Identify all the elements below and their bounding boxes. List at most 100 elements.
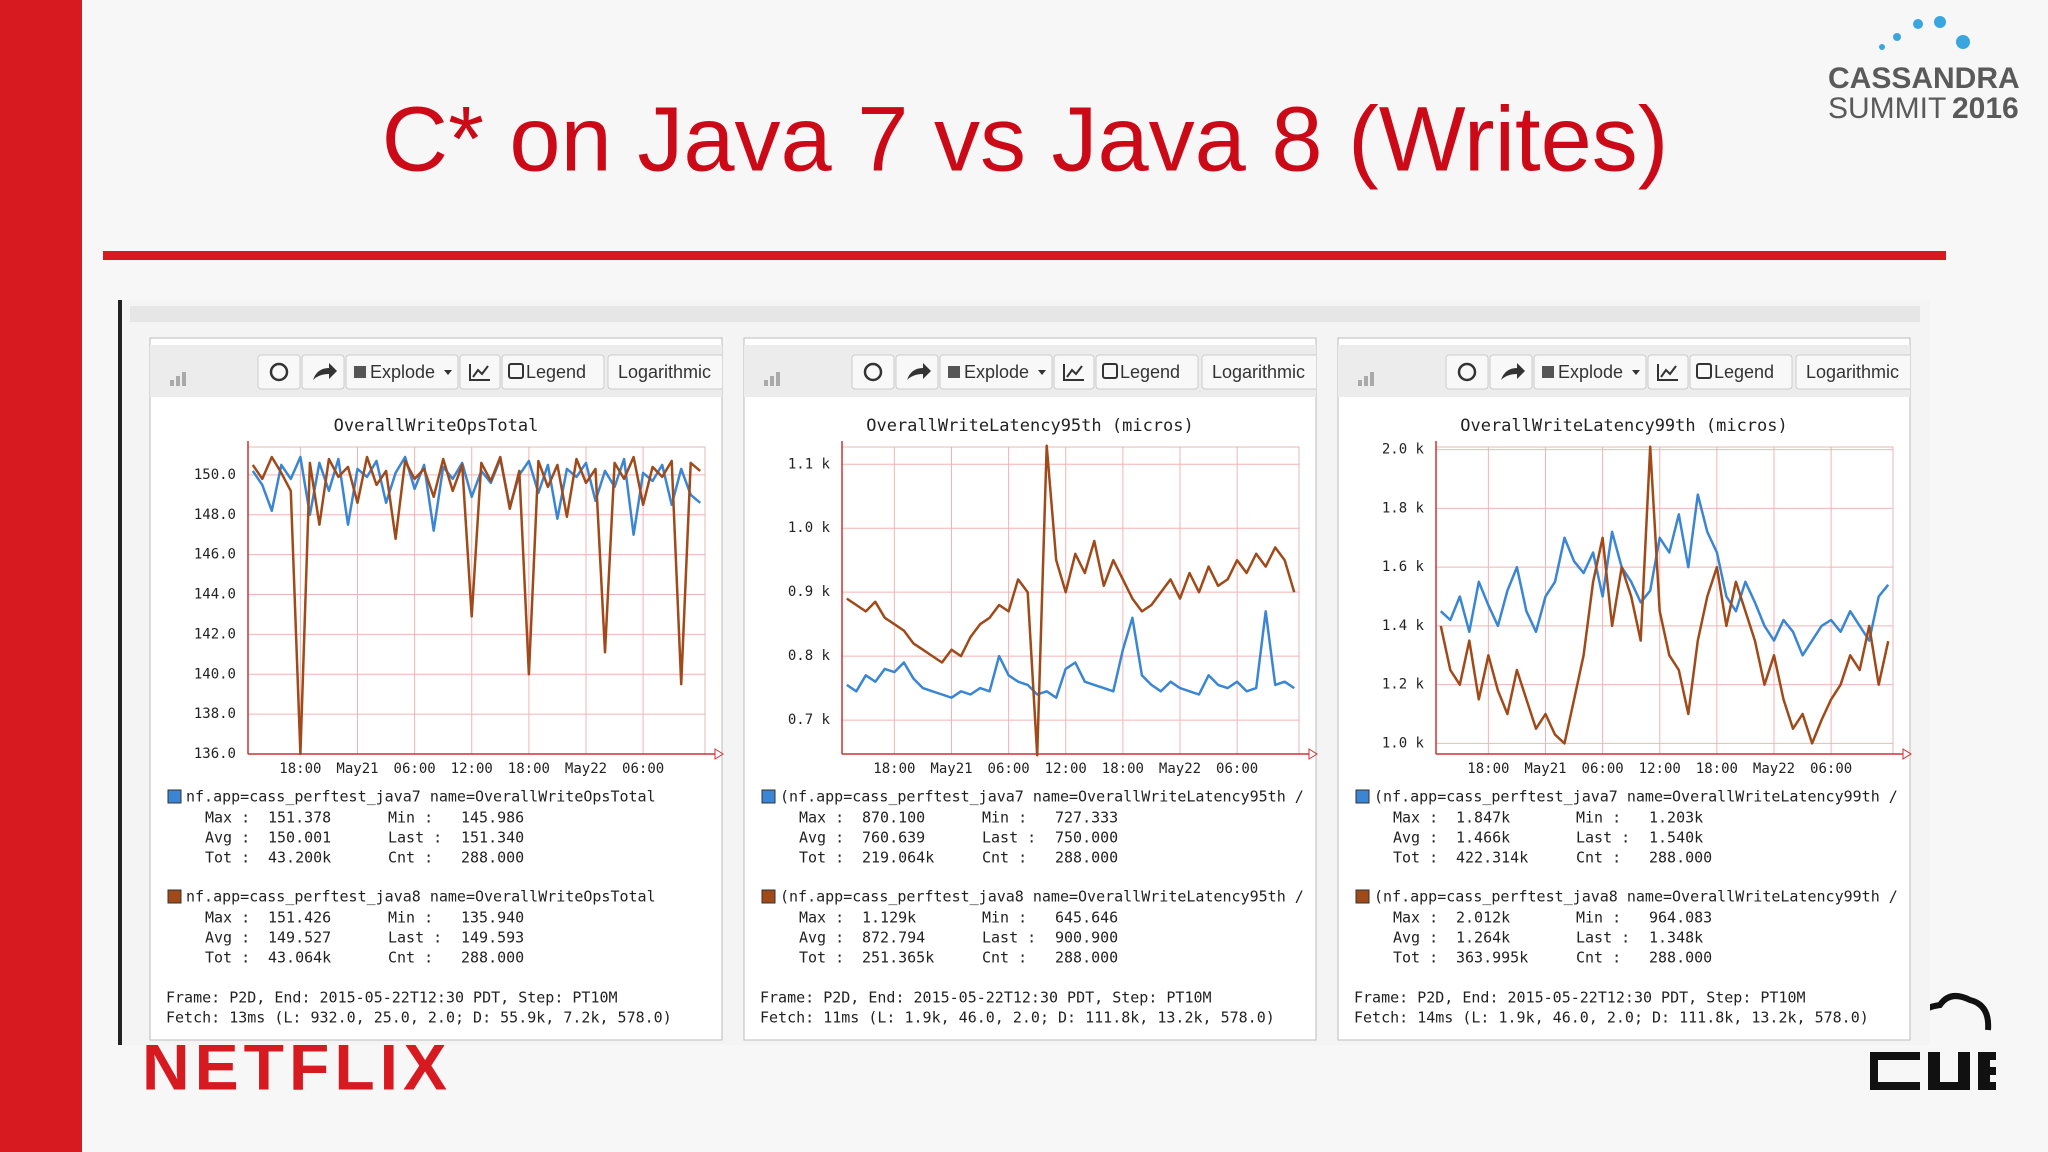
- x-tick-label: 18:00: [873, 761, 915, 777]
- toolbar: Explode Legend Logarithmic: [150, 345, 748, 397]
- log-button[interactable]: [1201, 354, 1342, 390]
- explode-button[interactable]: [345, 354, 459, 390]
- refresh-icon: [269, 362, 289, 382]
- footer-text: Fetch: 14ms (L: 1.9k, 46.0, 2.0; D: 111.…: [1354, 1009, 1869, 1027]
- axis-arrow: [714, 748, 724, 760]
- stat-value: 964.083: [1649, 909, 1712, 927]
- stat-value: 1.847k: [1456, 809, 1510, 827]
- plot-bg: [247, 446, 706, 755]
- refresh-button[interactable]: [1445, 354, 1489, 390]
- legend-label: (nf.app=cass_perftest_java8 name=Overall…: [1374, 888, 1898, 906]
- series-line: [1439, 493, 1890, 657]
- explode-label: Explode: [370, 362, 435, 382]
- stat-value: 1.348k: [1649, 929, 1703, 947]
- stat-value: 135.940: [461, 909, 524, 927]
- y-tick-label: 1.4 k: [1382, 618, 1425, 634]
- stat-label: Max :: [1393, 809, 1438, 827]
- chart-icon: [469, 364, 490, 381]
- log-button[interactable]: [607, 354, 748, 390]
- check-icon: [1696, 363, 1712, 379]
- share-icon: [1501, 363, 1525, 380]
- stat-value: 1.264k: [1456, 929, 1510, 947]
- axis-arrow: [1308, 748, 1318, 760]
- legend-button[interactable]: [1689, 354, 1793, 390]
- stat-label: Last :: [1576, 829, 1630, 847]
- x-tick-label: 06:00: [1582, 761, 1624, 777]
- explode-button[interactable]: [1533, 354, 1647, 390]
- stat-value: 750.000: [1055, 829, 1118, 847]
- logo-dot: [1934, 16, 1946, 28]
- chart-panel: Explode Legend Logarithmic OverallWriteLate…: [1337, 337, 1936, 1041]
- x-tick-label: May21: [336, 761, 378, 777]
- refresh-button[interactable]: [257, 354, 301, 390]
- logo-year: 2016: [1952, 92, 2019, 125]
- check-icon: [1102, 363, 1118, 379]
- stat-label: Max :: [799, 909, 844, 927]
- x-tick-label: 18:00: [1696, 761, 1738, 777]
- stat-label: Min :: [1576, 909, 1621, 927]
- chart-icon: [1063, 364, 1084, 381]
- x-tick-label: 06:00: [622, 761, 664, 777]
- caret: [444, 370, 452, 375]
- legend-label: (nf.app=cass_perftest_java7 name=Overall…: [1374, 788, 1898, 806]
- log-label: Logarithmic: [1806, 362, 1899, 382]
- y-tick-label: 138.0: [194, 706, 236, 722]
- grid-icon: [948, 366, 960, 378]
- signal-icon: [764, 372, 780, 386]
- x-tick-label: May22: [1753, 761, 1795, 777]
- stat-label: Avg :: [1393, 929, 1438, 947]
- signal-icon: [170, 372, 186, 386]
- stat-label: Tot :: [1393, 849, 1438, 867]
- stat-label: Last :: [388, 829, 442, 847]
- legend-swatch: [761, 889, 776, 904]
- y-tick-label: 140.0: [194, 666, 236, 682]
- logo-dot: [1913, 19, 1923, 29]
- legend-button[interactable]: [1095, 354, 1199, 390]
- stat-label: Avg :: [205, 929, 250, 947]
- stat-value: 363.995k: [1456, 949, 1528, 967]
- legend-swatch: [167, 889, 182, 904]
- x-tick-label: May22: [1159, 761, 1201, 777]
- x-tick-label: 06:00: [1810, 761, 1852, 777]
- stat-label: Tot :: [799, 949, 844, 967]
- stat-label: Avg :: [799, 829, 844, 847]
- stat-label: Max :: [1393, 909, 1438, 927]
- signal-icon: [1358, 372, 1374, 386]
- legend-button[interactable]: [501, 354, 605, 390]
- logo-dot: [1956, 35, 1970, 49]
- refresh-button[interactable]: [851, 354, 895, 390]
- series-line: [846, 444, 1296, 757]
- x-tick-label: 12:00: [1045, 761, 1087, 777]
- x-tick-label: May21: [1524, 761, 1566, 777]
- stat-label: Avg :: [1393, 829, 1438, 847]
- legend-label: Legend: [1120, 362, 1180, 382]
- stat-value: 288.000: [461, 849, 524, 867]
- stat-value: 1.540k: [1649, 829, 1703, 847]
- stat-value: 1.466k: [1456, 829, 1510, 847]
- stat-value: 900.900: [1055, 929, 1118, 947]
- tab-strip: [130, 306, 1920, 322]
- log-button[interactable]: [1795, 354, 1936, 390]
- grid-icon: [1542, 366, 1554, 378]
- caret: [1038, 370, 1046, 375]
- explode-button[interactable]: [939, 354, 1053, 390]
- caret: [1632, 370, 1640, 375]
- series-line: [251, 455, 702, 536]
- refresh-icon: [1457, 362, 1477, 382]
- footer-text: Frame: P2D, End: 2015-05-22T12:30 PDT, S…: [166, 989, 618, 1007]
- stat-value: 150.001: [268, 829, 331, 847]
- log-label: Logarithmic: [618, 362, 711, 382]
- x-tick-label: May22: [565, 761, 607, 777]
- logo-dot: [1893, 33, 1901, 41]
- series-line: [251, 455, 702, 756]
- log-label: Logarithmic: [1212, 362, 1305, 382]
- y-tick-label: 150.0: [194, 467, 236, 483]
- stat-value: 145.986: [461, 809, 524, 827]
- y-tick-label: 142.0: [194, 626, 236, 642]
- stat-value: 149.527: [268, 929, 331, 947]
- stat-value: 43.064k: [268, 949, 331, 967]
- legend-label: (nf.app=cass_perftest_java7 name=Overall…: [780, 788, 1304, 806]
- legend-label: nf.app=cass_perftest_java8 name=OverallW…: [186, 888, 656, 906]
- stat-label: Cnt :: [982, 949, 1027, 967]
